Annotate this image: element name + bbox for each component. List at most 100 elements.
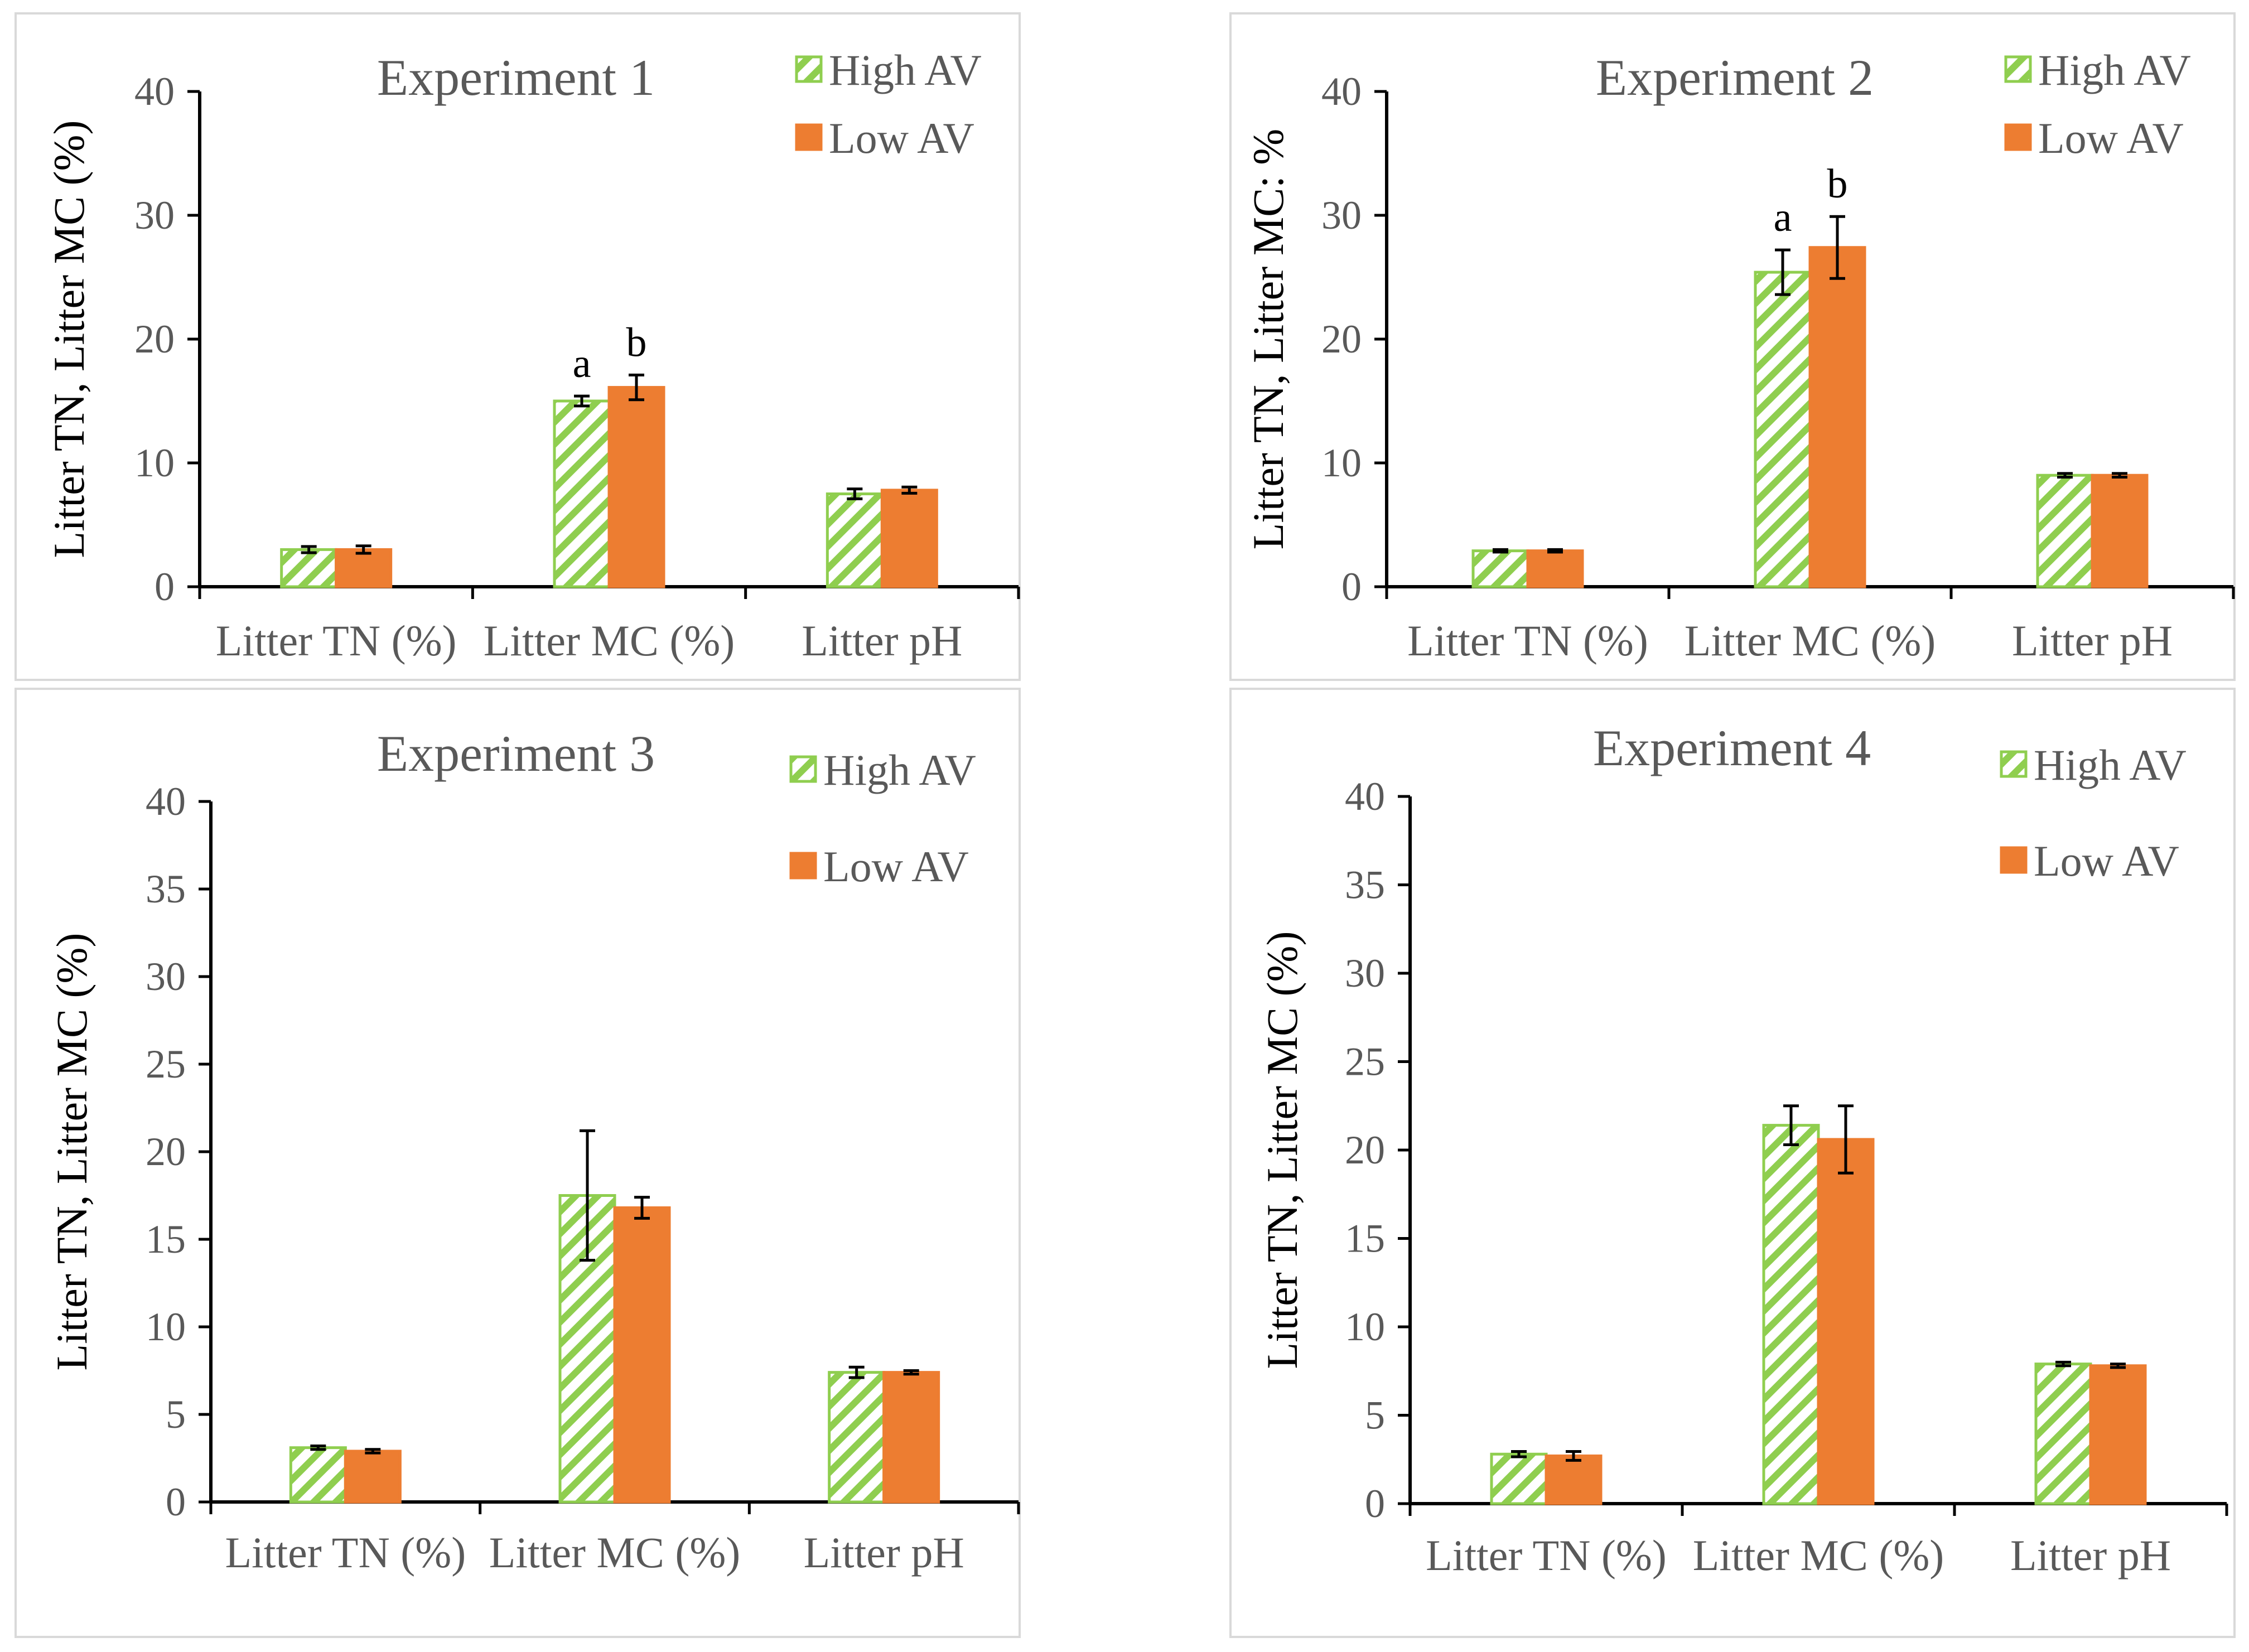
y-tick-label: 15 — [146, 1217, 186, 1262]
y-tick-label: 40 — [134, 69, 175, 114]
x-category-label: Litter pH — [2010, 1531, 2171, 1579]
y-tick-label: 30 — [1321, 193, 1362, 238]
legend-label-high-av: High AV — [829, 46, 982, 94]
y-tick-label: 40 — [146, 779, 186, 824]
legend-swatch-low-av — [789, 852, 817, 880]
y-tick-label: 35 — [1345, 863, 1385, 907]
error-bar — [901, 485, 918, 495]
error-bar — [310, 1445, 326, 1451]
y-tick-label: 20 — [1321, 317, 1362, 361]
error-bar — [1493, 548, 1508, 554]
bar-low-av-0 — [344, 1450, 402, 1504]
legend-swatch-high-av — [2004, 55, 2032, 83]
bar-low-av-2 — [880, 489, 938, 588]
error-bar — [903, 1369, 919, 1376]
x-category-label: Litter MC (%) — [1693, 1531, 1944, 1579]
significance-label: b — [626, 320, 647, 365]
legend: High AV Low AV — [795, 46, 982, 162]
chart-title: Experiment 3 — [377, 725, 655, 782]
bar-high-av-1 — [553, 399, 611, 588]
bar-high-av-2 — [828, 1371, 886, 1504]
y-tick-label: 20 — [134, 317, 175, 361]
legend-swatch-low-av — [795, 123, 823, 151]
y-tick-label: 35 — [146, 867, 186, 911]
bar-low-av-2 — [2091, 474, 2149, 588]
x-category-label: Litter TN (%) — [225, 1528, 466, 1577]
y-tick-label: 0 — [1341, 564, 1362, 609]
error-bar — [365, 1448, 381, 1455]
y-tick-label: 20 — [1345, 1128, 1385, 1172]
bar-low-av-0 — [1545, 1454, 1603, 1505]
legend: High AV Low AV — [2000, 741, 2187, 885]
significance-label: b — [1827, 161, 1848, 207]
bar-low-av-1 — [1808, 246, 1866, 588]
error-bar — [2112, 472, 2127, 479]
bar-low-av-1 — [1817, 1138, 1875, 1505]
x-category-label: Litter MC (%) — [1685, 616, 1936, 665]
y-tick-label: 30 — [1345, 951, 1385, 996]
legend-label-low-av: Low AV — [2034, 837, 2179, 885]
x-category-label: Litter pH — [802, 616, 962, 665]
bar-high-av-0 — [280, 548, 338, 588]
y-tick-label: 40 — [1345, 774, 1385, 819]
error-bar — [580, 1129, 595, 1262]
error-bar — [1511, 1450, 1527, 1458]
bar-high-av-2 — [2034, 1363, 2092, 1505]
legend: High AV Low AV — [789, 746, 976, 891]
error-bar — [1783, 1104, 1799, 1146]
error-bar — [301, 545, 317, 554]
error-bar — [634, 1196, 650, 1220]
y-axis-label: Litter TN, Litter MC (%) — [1258, 931, 1306, 1369]
error-bar — [2110, 1363, 2126, 1369]
bar-low-av-2 — [882, 1371, 940, 1504]
legend-label-low-av: Low AV — [829, 114, 974, 162]
bar-high-av-2 — [2036, 474, 2094, 588]
legend-label-high-av: High AV — [823, 746, 976, 794]
y-tick-label: 5 — [1365, 1393, 1385, 1438]
bar-high-av-1 — [1754, 270, 1812, 588]
y-tick-label: 30 — [134, 193, 175, 238]
chart-panel-experiment-4: Experiment 4 Litter TN, Litter MC (%) Hi… — [1229, 688, 2236, 1638]
legend-label-high-av: High AV — [2034, 741, 2187, 789]
y-tick-label: 40 — [1321, 69, 1362, 114]
x-category-label: Litter TN (%) — [1426, 1531, 1667, 1579]
error-bar — [1830, 215, 1845, 280]
chart-panel-experiment-2: Experiment 2 Litter TN, Litter MC: % Hig… — [1229, 12, 2236, 681]
y-tick-label: 20 — [146, 1129, 186, 1174]
y-tick-label: 15 — [1345, 1216, 1385, 1261]
y-tick-label: 30 — [146, 954, 186, 999]
bar-low-av-1 — [607, 386, 665, 588]
x-category-label: Litter MC (%) — [484, 616, 735, 665]
legend-swatch-high-av — [795, 55, 823, 83]
x-category-label: Litter pH — [2012, 616, 2173, 665]
x-category-label: Litter TN (%) — [216, 616, 457, 665]
y-tick-label: 0 — [166, 1480, 186, 1524]
legend-swatch-low-av — [2000, 846, 2028, 874]
y-tick-label: 10 — [1345, 1305, 1385, 1349]
significance-label: a — [573, 341, 591, 387]
error-bar — [574, 394, 590, 408]
error-bar — [1838, 1104, 1854, 1175]
chart-title: Experiment 2 — [1596, 49, 1874, 106]
error-bar — [2055, 1360, 2071, 1368]
bar-high-av-1 — [1762, 1124, 1820, 1505]
error-bar — [848, 1365, 865, 1379]
bar-low-av-0 — [335, 548, 393, 588]
y-tick-label: 10 — [134, 441, 175, 485]
chart-title: Experiment 4 — [1593, 719, 1871, 776]
error-bar — [629, 373, 644, 402]
legend-label-high-av: High AV — [2038, 46, 2191, 94]
bar-high-av-0 — [1490, 1452, 1548, 1505]
y-tick-label: 10 — [1321, 441, 1362, 485]
legend-label-low-av: Low AV — [823, 842, 969, 891]
y-tick-label: 10 — [146, 1305, 186, 1349]
error-bar — [355, 544, 371, 555]
error-bar — [847, 487, 863, 500]
bar-low-av-2 — [2089, 1364, 2147, 1505]
y-tick-label: 0 — [1365, 1481, 1385, 1526]
y-axis-label: Litter TN, Litter MC (%) — [45, 120, 93, 558]
x-category-label: Litter TN (%) — [1407, 616, 1648, 665]
legend-swatch-low-av — [2004, 123, 2032, 151]
significance-label: a — [1774, 195, 1792, 240]
